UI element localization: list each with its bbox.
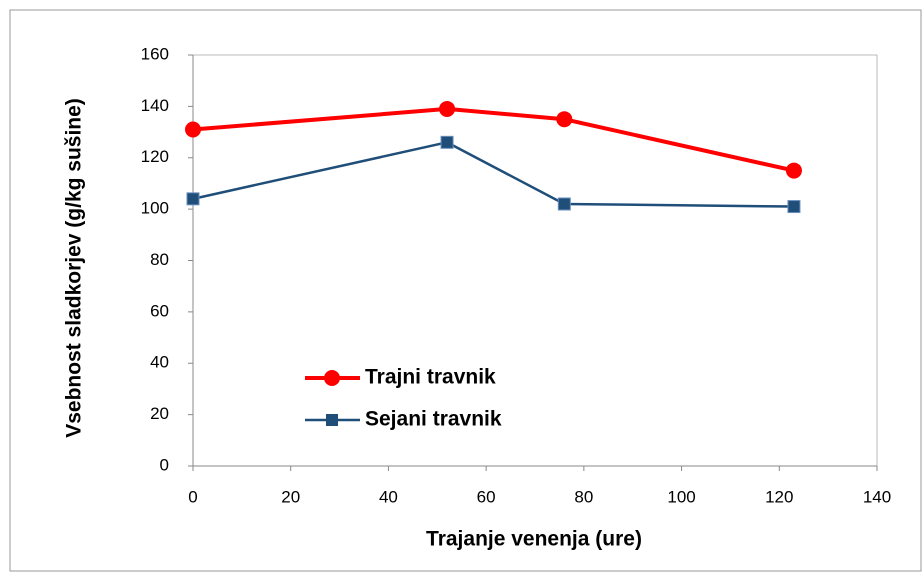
marker <box>439 100 456 117</box>
x-tick-label: 20 <box>281 487 300 506</box>
y-tick-label: 140 <box>141 96 169 115</box>
series-line <box>192 141 794 208</box>
y-tick-label: 160 <box>141 44 169 63</box>
x-axis-title: Trajanje venenja (ure) <box>426 528 642 551</box>
x-tick-label: 140 <box>863 487 891 506</box>
x-tick-label: 120 <box>765 487 793 506</box>
marker <box>440 135 454 149</box>
legend-marker <box>324 370 340 386</box>
x-tick-label: 80 <box>574 487 593 506</box>
marker <box>557 197 571 211</box>
x-tick-label: 40 <box>379 487 398 506</box>
marker <box>186 192 200 206</box>
series-line <box>192 106 795 173</box>
y-tick-label: 20 <box>150 404 169 423</box>
x-tick-label: 100 <box>667 487 695 506</box>
y-tick-label: 100 <box>141 199 169 218</box>
frame <box>9 9 922 572</box>
y-tick-label: 60 <box>150 301 169 320</box>
x-tick-label: 0 <box>188 487 197 506</box>
y-axis-title: Vsebnost sladkorjev (g/kg sušine) <box>63 98 86 438</box>
marker <box>556 111 573 128</box>
y-tick-label: 0 <box>160 455 169 474</box>
marker <box>185 121 201 138</box>
legend-marker <box>326 414 338 426</box>
marker <box>787 200 801 214</box>
y-tick-label: 40 <box>150 353 169 372</box>
y-tick-label: 120 <box>141 147 169 166</box>
legend-label: Sejani travnik <box>365 408 502 431</box>
y-tick-label: 80 <box>150 250 169 269</box>
x-tick-label: 60 <box>477 487 496 506</box>
marker <box>785 162 802 179</box>
legend-label: Trajni travnik <box>365 366 496 389</box>
